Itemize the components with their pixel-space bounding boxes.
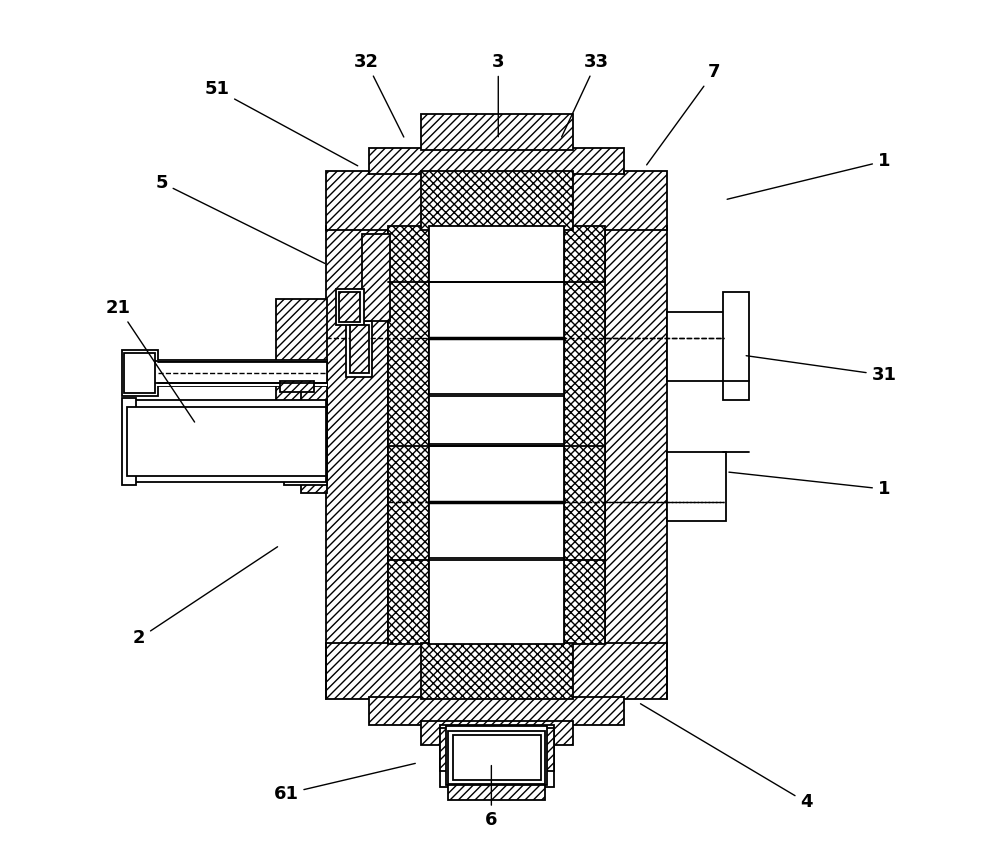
Bar [446,727,547,785]
Bar [276,299,327,372]
Bar [326,643,667,699]
Bar [122,398,136,485]
Text: 6: 6 [485,766,498,829]
Text: 31: 31 [746,356,897,385]
Bar [276,377,327,450]
Bar [429,446,564,559]
Bar [127,407,326,476]
Bar [429,226,564,644]
Bar [421,643,573,699]
Bar [723,293,749,400]
Text: 33: 33 [562,53,609,137]
Bar [429,282,564,394]
Bar [150,361,327,383]
Bar [667,452,726,521]
Bar [448,731,545,785]
Bar [453,735,541,780]
Bar [388,226,429,644]
Bar [280,364,327,383]
Bar [336,289,364,325]
Text: 21: 21 [106,299,195,422]
Bar [122,350,158,396]
Text: 1: 1 [729,472,890,498]
Bar [127,400,326,482]
Text: 2: 2 [133,546,278,648]
Text: 61: 61 [273,764,415,803]
Bar [301,385,327,494]
Bar [339,293,360,321]
Text: 3: 3 [492,53,505,137]
Text: 5: 5 [155,174,325,263]
Bar [124,352,155,393]
Bar [362,235,390,320]
Text: 1: 1 [727,152,890,199]
Bar [667,312,726,381]
Bar [421,721,573,746]
Bar [150,359,327,385]
Text: 51: 51 [204,81,358,165]
Bar [326,171,667,230]
Bar [284,403,327,485]
Bar [369,148,624,174]
Bar [448,785,545,800]
Bar [369,697,624,725]
Text: 7: 7 [647,63,720,165]
Bar [440,725,554,787]
Bar [350,325,369,372]
Text: 32: 32 [354,53,404,137]
Bar [280,381,314,391]
Bar [421,113,573,150]
Bar [421,171,573,230]
Bar [150,359,327,385]
Bar [440,728,554,772]
Text: 4: 4 [641,704,813,811]
Bar [326,226,388,644]
Bar [605,226,667,644]
Bar [564,226,605,644]
Bar [346,320,372,377]
